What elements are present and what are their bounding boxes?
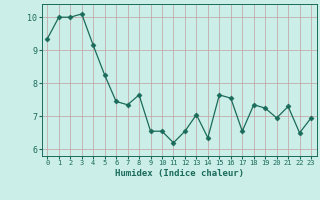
X-axis label: Humidex (Indice chaleur): Humidex (Indice chaleur)	[115, 169, 244, 178]
